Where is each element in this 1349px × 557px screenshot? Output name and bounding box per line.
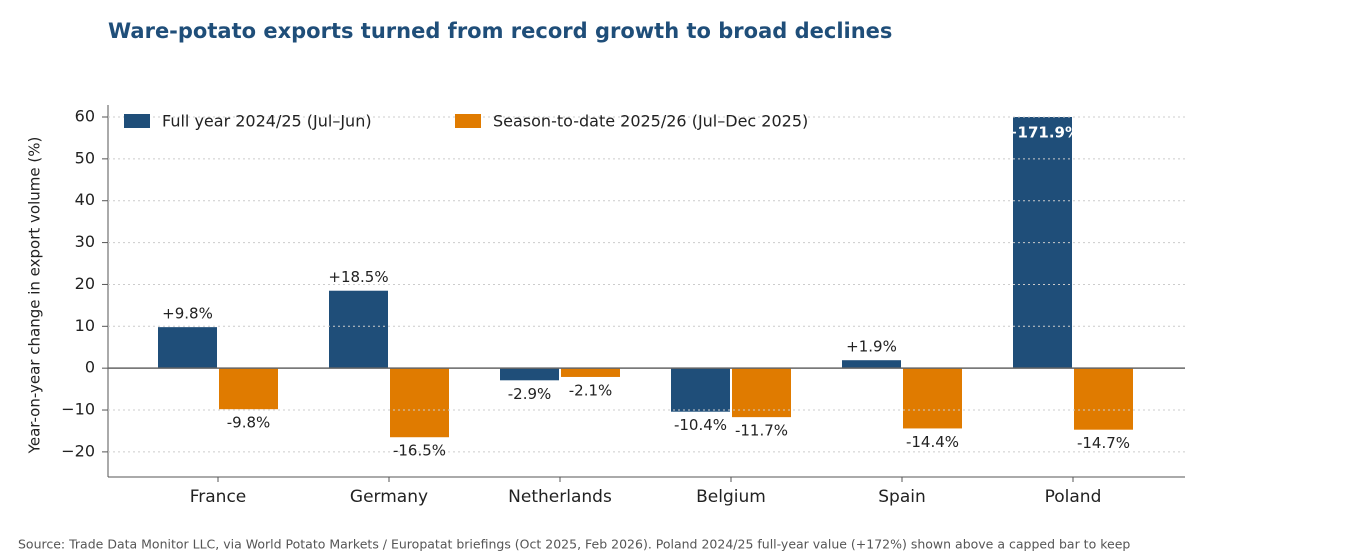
bar bbox=[1013, 117, 1072, 369]
bar bbox=[732, 368, 791, 418]
y-tick-label: 10 bbox=[75, 316, 95, 335]
bar bbox=[903, 368, 962, 429]
data-label: +18.5% bbox=[328, 268, 388, 286]
legend-label: Season-to-date 2025/26 (Jul–Dec 2025) bbox=[493, 112, 808, 131]
x-tick-label: France bbox=[190, 487, 247, 507]
x-tick-label: Spain bbox=[878, 487, 926, 507]
x-tick-label: Netherlands bbox=[508, 487, 612, 507]
legend-swatch bbox=[455, 114, 481, 128]
data-label: -11.7% bbox=[735, 422, 788, 440]
data-label: -14.7% bbox=[1077, 434, 1130, 452]
chart-title: Ware-potato exports turned from record g… bbox=[108, 19, 892, 43]
data-label: -16.5% bbox=[393, 442, 446, 460]
y-tick-label: 40 bbox=[75, 190, 95, 209]
bar bbox=[671, 368, 730, 412]
data-label: -2.1% bbox=[569, 381, 613, 399]
data-label: -10.4% bbox=[674, 416, 727, 434]
legend-swatch bbox=[124, 114, 150, 128]
source-note: Source: Trade Data Monitor LLC, via Worl… bbox=[18, 537, 1130, 552]
bar bbox=[561, 368, 620, 377]
data-label: +1.9% bbox=[846, 338, 897, 356]
y-tick-label: −10 bbox=[61, 400, 95, 419]
bar bbox=[842, 360, 901, 369]
data-label: +171.9% bbox=[1005, 124, 1080, 142]
y-tick-label: 50 bbox=[75, 148, 95, 167]
legend-label: Full year 2024/25 (Jul–Jun) bbox=[162, 112, 372, 131]
y-tick-label: 0 bbox=[85, 358, 95, 377]
data-label: -2.9% bbox=[508, 385, 552, 403]
y-tick-label: −20 bbox=[61, 441, 95, 460]
bar bbox=[329, 290, 388, 369]
y-tick-label: 20 bbox=[75, 274, 95, 293]
bar bbox=[390, 368, 449, 438]
y-tick-label: 30 bbox=[75, 232, 95, 251]
bar bbox=[1074, 368, 1133, 430]
x-tick-label: Belgium bbox=[696, 487, 766, 507]
data-label: -14.4% bbox=[906, 433, 959, 451]
y-axis-label: Year-on-year change in export volume (%) bbox=[26, 137, 44, 455]
x-tick-label: Poland bbox=[1045, 487, 1102, 507]
bar bbox=[219, 368, 278, 410]
x-tick-label: Germany bbox=[350, 487, 428, 507]
plot-area bbox=[158, 117, 1133, 438]
data-label: -9.8% bbox=[227, 414, 271, 432]
y-tick-label: 60 bbox=[75, 107, 95, 126]
data-label: +9.8% bbox=[162, 305, 213, 323]
bar bbox=[158, 327, 217, 369]
bar bbox=[500, 368, 559, 381]
